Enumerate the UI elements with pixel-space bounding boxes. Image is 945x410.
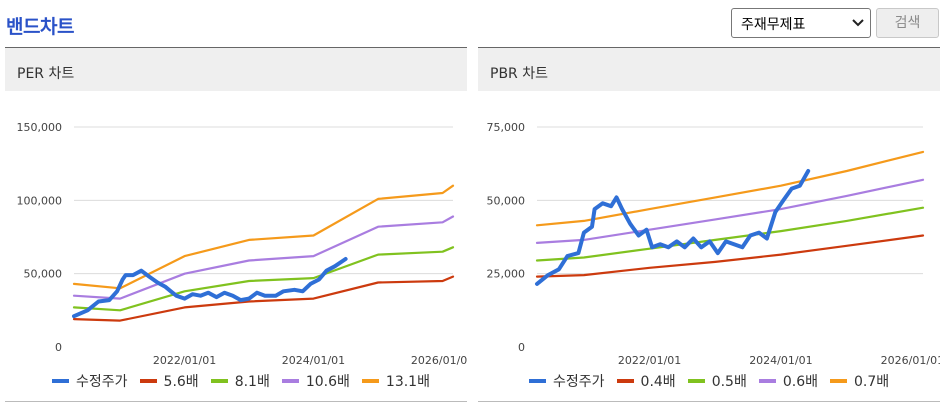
page-title: 밴드차트 — [6, 16, 74, 38]
band-series-line — [535, 234, 925, 278]
pbr-chart-header: PBR 차트 — [478, 47, 940, 91]
pbr-panel-divider — [478, 401, 940, 402]
y-tick-label: 50,000 — [487, 194, 526, 207]
search-button[interactable]: 검색 — [876, 8, 939, 38]
x-tick-label: 2022/01/01 — [153, 354, 216, 367]
legend-item[interactable]: 8.1배 — [210, 371, 270, 391]
legend-label: 0.6배 — [782, 374, 818, 390]
legend-label: 0.7배 — [854, 374, 890, 390]
y-tick-label: 25,000 — [487, 268, 526, 281]
pbr-chart-title: PBR 차트 — [490, 66, 548, 82]
x-tick-label: 2024/01/01 — [749, 354, 812, 367]
pbr-chart-panel: PBR 차트 75,000 50,000 25,000 0 2022/01/01 2024… — [478, 47, 940, 402]
per-chart: 150,000 100,000 50,000 0 2022/01/01 2024/01/0… — [17, 121, 468, 367]
statement-type-select-value: 주재무제표 — [741, 17, 806, 33]
y-tick-label: 0 — [518, 341, 525, 354]
x-tick-label: 2026/01/01 — [881, 354, 940, 367]
legend-item[interactable]: 5.6배 — [139, 371, 199, 391]
legend-item[interactable]: 13.1배 — [361, 371, 430, 391]
legend-swatch — [830, 379, 847, 383]
y-tick-label: 75,000 — [487, 121, 526, 134]
y-tick-label: 0 — [55, 341, 62, 354]
legend-label: 수정주가 — [553, 374, 605, 390]
band-series-line — [535, 206, 925, 262]
legend-swatch — [210, 379, 228, 383]
legend-item[interactable]: 0.6배 — [758, 371, 818, 391]
legend-item[interactable]: 수정주가 — [52, 371, 128, 391]
y-tick-label: 150,000 — [17, 121, 63, 134]
legend-item[interactable]: 0.5배 — [687, 371, 747, 391]
pbr-chart-legend: 수정주가 0.4배 0.5배 0.6배 0.7배 — [529, 371, 901, 391]
legend-label: 8.1배 — [234, 374, 270, 390]
legend-swatch — [616, 379, 634, 383]
legend-item[interactable]: 10.6배 — [281, 371, 350, 391]
band-series-line — [72, 275, 455, 322]
legend-label: 수정주가 — [76, 374, 128, 390]
legend-label: 10.6배 — [305, 374, 350, 390]
band-series-line — [72, 184, 455, 290]
legend-swatch — [758, 379, 776, 383]
chevron-down-icon — [852, 19, 864, 27]
legend-swatch — [361, 379, 379, 383]
per-chart-header: PER 차트 — [5, 47, 467, 91]
legend-item[interactable]: 수정주가 — [529, 371, 605, 391]
legend-label: 0.4배 — [640, 374, 676, 390]
x-tick-label: 2024/01/01 — [282, 354, 345, 367]
y-tick-label: 100,000 — [17, 194, 63, 207]
legend-label: 5.6배 — [163, 374, 199, 390]
legend-label: 13.1배 — [385, 374, 430, 390]
legend-swatch — [529, 379, 546, 383]
band-series-line — [72, 246, 455, 312]
y-tick-label: 50,000 — [24, 268, 63, 281]
per-chart-panel: PER 차트 150,000 100,000 50,000 0 2022/01/01 20… — [5, 47, 467, 402]
legend-item[interactable]: 0.4배 — [616, 371, 676, 391]
legend-label: 0.5배 — [711, 374, 747, 390]
per-panel-divider — [5, 401, 467, 402]
per-chart-title: PER 차트 — [17, 66, 75, 82]
legend-swatch — [139, 379, 157, 383]
price-series-line — [535, 169, 811, 286]
legend-swatch — [281, 379, 299, 383]
legend-swatch — [52, 379, 69, 383]
statement-type-select[interactable]: 주재무제표 — [731, 8, 871, 38]
band-series-line — [535, 150, 925, 227]
per-chart-legend: 수정주가 5.6배 8.1배 10.6배 13.1배 — [52, 371, 442, 391]
x-tick-label: 2022/01/01 — [618, 354, 681, 367]
legend-item[interactable]: 0.7배 — [830, 371, 889, 391]
x-tick-label: 2026/01/01 — [411, 354, 467, 367]
pbr-chart: 75,000 50,000 25,000 0 2022/01/01 2024/01/01 2… — [487, 121, 941, 367]
price-series-line — [72, 257, 348, 319]
band-series-line — [72, 215, 455, 300]
legend-swatch — [687, 379, 705, 383]
